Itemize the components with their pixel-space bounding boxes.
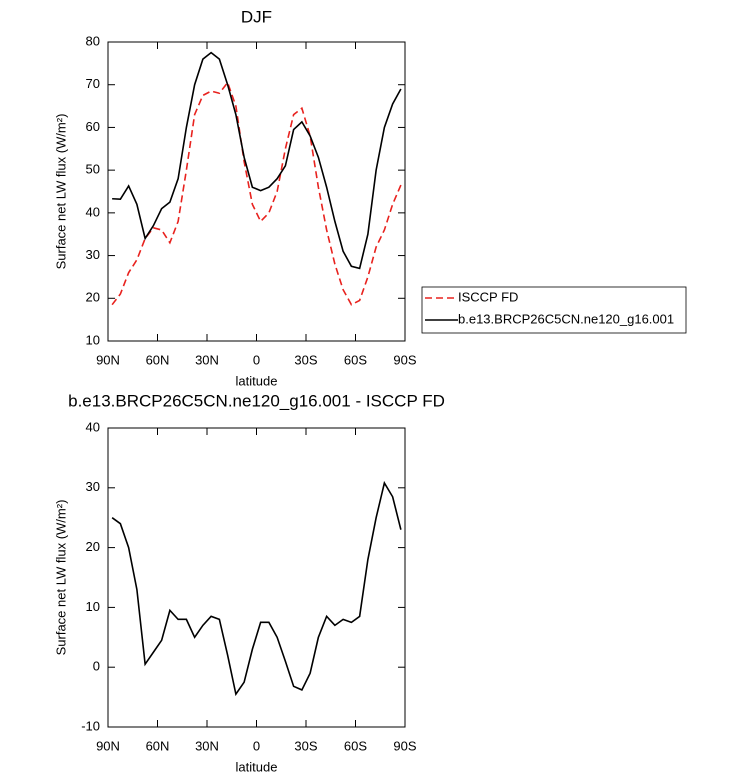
x-axis-label: latitude <box>236 373 278 388</box>
x-axis-label: latitude <box>236 759 278 774</box>
x-tick-label: 60N <box>146 352 170 367</box>
legend-label: b.e13.BRCP26C5CN.ne120_g16.001 <box>458 311 674 326</box>
plot-frame <box>107 427 406 728</box>
y-axis-label: Surface net LW flux (W/m²) <box>53 114 68 270</box>
data-line <box>111 480 402 697</box>
plot-frame <box>107 41 406 342</box>
y-tick-label: 70 <box>86 76 100 91</box>
y-tick-label: 50 <box>86 162 100 177</box>
x-tick-label: 90S <box>393 738 416 753</box>
y-tick-label: 20 <box>86 290 100 305</box>
x-tick-label: 60S <box>344 738 367 753</box>
legend-label: ISCCP FD <box>458 289 518 304</box>
y-tick-label: 60 <box>86 119 100 134</box>
y-axis-label: Surface net LW flux (W/m²) <box>53 500 68 656</box>
y-tick-label: 0 <box>93 659 100 674</box>
x-tick-label: 90N <box>96 352 120 367</box>
x-tick-label: 0 <box>253 738 260 753</box>
x-tick-label: 60N <box>146 738 170 753</box>
data-line <box>111 80 402 306</box>
x-tick-label: 30N <box>195 738 219 753</box>
chart-title: b.e13.BRCP26C5CN.ne120_g16.001 - ISCCP F… <box>68 391 445 410</box>
y-tick-label: 40 <box>86 419 100 434</box>
x-tick-label: 0 <box>253 352 260 367</box>
y-tick-label: 30 <box>86 247 100 262</box>
x-tick-label: 90S <box>393 352 416 367</box>
x-tick-label: 30S <box>294 738 317 753</box>
y-tick-label: 10 <box>86 599 100 614</box>
x-tick-label: 30S <box>294 352 317 367</box>
chart-title: DJF <box>241 7 272 26</box>
y-tick-label: 10 <box>86 332 100 347</box>
x-tick-label: 60S <box>344 352 367 367</box>
y-tick-label: -10 <box>81 718 100 733</box>
x-tick-label: 90N <box>96 738 120 753</box>
y-tick-label: 80 <box>86 33 100 48</box>
y-tick-label: 40 <box>86 204 100 219</box>
legend-box <box>421 286 687 334</box>
y-tick-label: 20 <box>86 539 100 554</box>
x-tick-label: 30N <box>195 352 219 367</box>
y-tick-label: 30 <box>86 479 100 494</box>
data-line <box>112 51 402 270</box>
